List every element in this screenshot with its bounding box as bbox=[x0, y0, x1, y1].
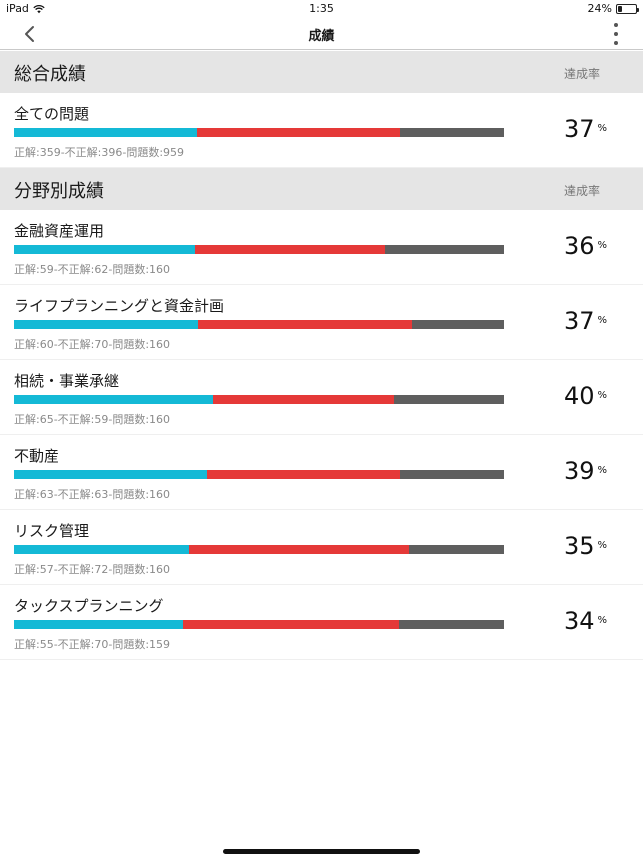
row-stats: 正解:57-不正解:72-問題数:160 bbox=[14, 563, 171, 576]
score-row[interactable]: リスク管理 正解:57-不正解:72-問題数:160 35% bbox=[0, 510, 643, 585]
bar-correct-segment bbox=[14, 128, 198, 137]
rate-unit: % bbox=[597, 123, 608, 134]
bar-correct-segment bbox=[14, 470, 207, 479]
rate-value: 34 bbox=[564, 607, 595, 635]
row-title: 不動産 bbox=[14, 447, 60, 465]
bar-remaining-segment bbox=[399, 128, 504, 137]
section-header-overall: 総合成績 達成率 bbox=[0, 51, 643, 93]
rate-value: 39 bbox=[564, 457, 595, 485]
rate-unit: % bbox=[597, 240, 608, 251]
score-row[interactable]: 金融資産運用 正解:59-不正解:62-問題数:160 36% bbox=[0, 210, 643, 285]
rate-unit: % bbox=[597, 540, 608, 551]
bar-remaining-segment bbox=[412, 320, 504, 329]
bar-wrong-segment bbox=[194, 245, 385, 254]
progress-bar bbox=[14, 470, 504, 479]
row-title: リスク管理 bbox=[14, 522, 90, 540]
achievement-rate: 36% bbox=[564, 232, 607, 260]
bar-wrong-segment bbox=[183, 620, 400, 629]
more-options-button[interactable] bbox=[611, 23, 621, 45]
more-vertical-icon-dot bbox=[614, 32, 618, 36]
bar-wrong-segment bbox=[197, 320, 413, 329]
row-title: ライフプランニングと資金計画 bbox=[14, 297, 225, 315]
row-title: タックスプランニング bbox=[14, 597, 164, 615]
battery-icon bbox=[616, 3, 639, 14]
battery-percent: 24% bbox=[587, 2, 612, 15]
wifi-icon bbox=[33, 4, 45, 13]
progress-bar bbox=[14, 545, 504, 554]
section-title: 分野別成績 bbox=[14, 181, 104, 202]
score-row[interactable]: 相続・事業承継 正解:65-不正解:59-問題数:160 40% bbox=[0, 360, 643, 435]
rate-unit: % bbox=[597, 390, 608, 401]
status-right: 24% bbox=[587, 2, 639, 15]
section-title: 総合成績 bbox=[14, 64, 86, 85]
row-stats: 正解:359-不正解:396-問題数:959 bbox=[14, 146, 185, 159]
bar-correct-segment bbox=[14, 620, 184, 629]
row-title: 金融資産運用 bbox=[14, 222, 105, 240]
bar-wrong-segment bbox=[206, 470, 400, 479]
progress-bar bbox=[14, 395, 504, 404]
status-time: 1:35 bbox=[309, 2, 334, 15]
row-stats: 正解:59-不正解:62-問題数:160 bbox=[14, 263, 171, 276]
progress-bar bbox=[14, 320, 504, 329]
rate-value: 40 bbox=[564, 382, 595, 410]
home-indicator[interactable] bbox=[223, 849, 420, 854]
achievement-rate: 37% bbox=[564, 307, 607, 335]
bar-correct-segment bbox=[14, 245, 195, 254]
score-row[interactable]: タックスプランニング 正解:55-不正解:70-問題数:159 34% bbox=[0, 585, 643, 660]
bar-remaining-segment bbox=[409, 545, 504, 554]
achievement-rate: 35% bbox=[564, 532, 607, 560]
bar-wrong-segment bbox=[213, 395, 394, 404]
progress-bar bbox=[14, 245, 504, 254]
row-stats: 正解:63-不正解:63-問題数:160 bbox=[14, 488, 171, 501]
back-button[interactable] bbox=[18, 22, 42, 46]
more-vertical-icon bbox=[614, 23, 618, 27]
row-stats: 正解:55-不正解:70-問題数:159 bbox=[14, 638, 171, 651]
rate-unit: % bbox=[597, 315, 608, 326]
bar-correct-segment bbox=[14, 320, 198, 329]
progress-bar bbox=[14, 128, 504, 137]
chevron-left-icon bbox=[25, 26, 34, 42]
rate-value: 37 bbox=[564, 115, 595, 143]
bar-remaining-segment bbox=[399, 620, 504, 629]
page-title: 成績 bbox=[308, 29, 335, 44]
achievement-rate: 37% bbox=[564, 115, 607, 143]
row-title: 相続・事業承継 bbox=[14, 372, 120, 390]
progress-bar bbox=[14, 620, 504, 629]
rate-unit: % bbox=[597, 465, 608, 476]
achievement-rate: 40% bbox=[564, 382, 607, 410]
bar-remaining-segment bbox=[399, 470, 504, 479]
score-row[interactable]: 不動産 正解:63-不正解:63-問題数:160 39% bbox=[0, 435, 643, 510]
row-stats: 正解:60-不正解:70-問題数:160 bbox=[14, 338, 171, 351]
battery-fill bbox=[618, 5, 623, 12]
bar-remaining-segment bbox=[393, 395, 504, 404]
status-bar: iPad 1:35 24% bbox=[0, 0, 643, 18]
rate-value: 36 bbox=[564, 232, 595, 260]
row-stats: 正解:65-不正解:59-問題数:160 bbox=[14, 413, 171, 426]
device-label: iPad bbox=[6, 2, 29, 15]
rate-column-label: 達成率 bbox=[564, 67, 601, 81]
rate-unit: % bbox=[597, 615, 608, 626]
rate-value: 35 bbox=[564, 532, 595, 560]
score-row[interactable]: ライフプランニングと資金計画 正解:60-不正解:70-問題数:160 37% bbox=[0, 285, 643, 360]
row-title: 全ての問題 bbox=[14, 105, 90, 123]
section-header-fields: 分野別成績 達成率 bbox=[0, 168, 643, 210]
bar-remaining-segment bbox=[384, 245, 504, 254]
bar-correct-segment bbox=[14, 545, 189, 554]
achievement-rate: 34% bbox=[564, 607, 607, 635]
navigation-bar: 成績 bbox=[0, 18, 643, 50]
bar-correct-segment bbox=[14, 395, 214, 404]
status-left: iPad bbox=[6, 2, 45, 15]
achievement-rate: 39% bbox=[564, 457, 607, 485]
more-vertical-icon-dot bbox=[614, 41, 618, 45]
rate-value: 37 bbox=[564, 307, 595, 335]
score-row-overall[interactable]: 全ての問題 正解:359-不正解:396-問題数:959 37% bbox=[0, 93, 643, 168]
rate-column-label: 達成率 bbox=[564, 184, 601, 198]
bar-wrong-segment bbox=[188, 545, 410, 554]
bar-wrong-segment bbox=[197, 128, 400, 137]
